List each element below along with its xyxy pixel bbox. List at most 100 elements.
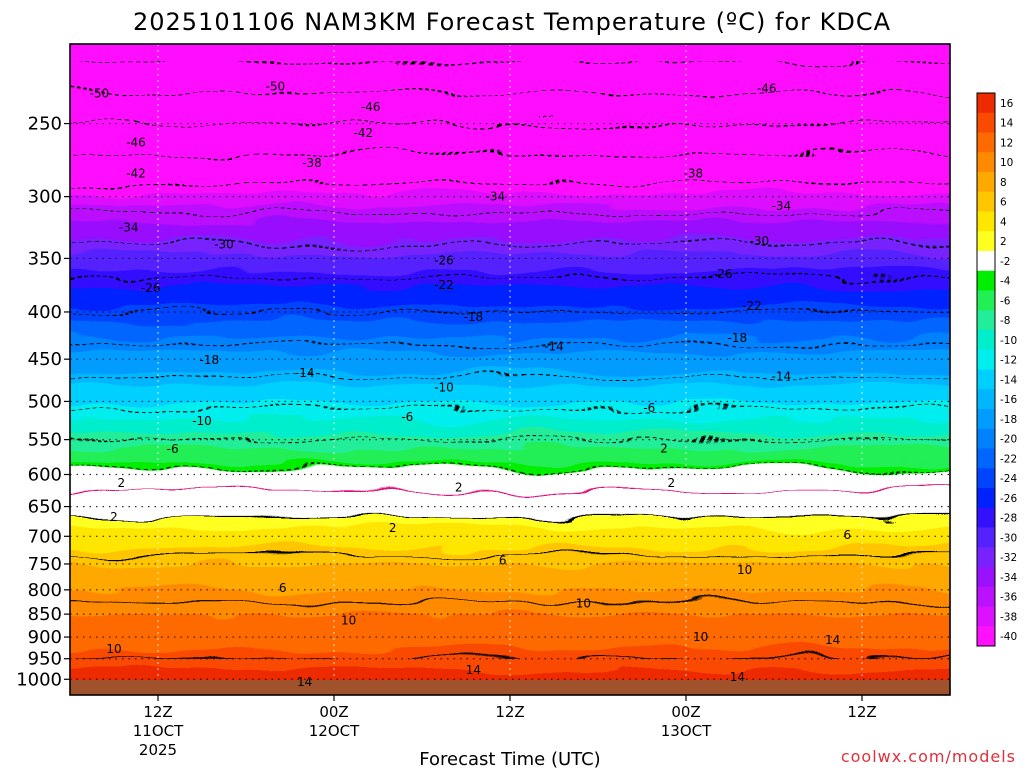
y-tick-label: 600 xyxy=(28,465,62,486)
isotherm-label: -46 xyxy=(361,100,381,114)
colorbar-swatch xyxy=(977,349,995,370)
colorbar-swatch xyxy=(977,488,995,509)
isotherm-label: -50 xyxy=(266,80,286,94)
y-tick-label: 500 xyxy=(28,391,62,412)
y-tick-label: 950 xyxy=(28,649,62,670)
grid-lines xyxy=(70,44,950,695)
colorbar-swatch xyxy=(977,93,995,114)
colorbar-swatch xyxy=(977,547,995,568)
isotherm-label: 14 xyxy=(825,633,840,647)
y-tick-label: 550 xyxy=(28,430,62,451)
colorbar-label: -22 xyxy=(1000,453,1017,465)
isotherm-labels: -50 -50 -46 -46 -46 -42 -42 -38 -38 -34 -34 -34 -30 -… xyxy=(90,80,852,689)
colorbar-swatch xyxy=(977,468,995,489)
isotherm-label: -34 xyxy=(486,190,506,204)
isotherm-label: 2 xyxy=(668,476,676,490)
y-tick-label: 900 xyxy=(28,627,62,648)
isotherm-label: 10 xyxy=(341,614,356,628)
colorbar-swatch xyxy=(977,290,995,311)
isotherm-label: 10 xyxy=(576,597,591,611)
colorbar-label: -36 xyxy=(1000,592,1017,604)
x-tick-label: 00Z xyxy=(671,703,700,721)
x-tick-date-label: 13OCT xyxy=(661,722,712,740)
colorbar-label: 6 xyxy=(1000,197,1007,209)
x-tick-label: 00Z xyxy=(319,703,348,721)
y-tick-label: 450 xyxy=(28,349,62,370)
y-tick-label: 350 xyxy=(28,248,62,269)
colorbar-label: -38 xyxy=(1000,611,1017,623)
isotherm-label: -50 xyxy=(90,87,110,101)
colorbar-label: -40 xyxy=(1000,631,1017,643)
colorbar-swatch xyxy=(977,231,995,252)
colorbar-swatch xyxy=(977,606,995,627)
colorbar-label: -16 xyxy=(1000,394,1017,406)
colorbar-label: 8 xyxy=(1000,177,1007,189)
isotherm-label: -34 xyxy=(772,199,792,213)
credit-link[interactable]: coolwx.com/models xyxy=(841,747,1016,766)
colorbar-label: -6 xyxy=(1000,295,1011,307)
isotherm-label: 14 xyxy=(730,670,745,684)
y-tick-label: 650 xyxy=(28,497,62,518)
isotherm-label: -6 xyxy=(401,410,413,424)
isotherm-label: -10 xyxy=(434,381,454,395)
colorbar-swatch xyxy=(977,369,995,390)
isotherm-label: -14 xyxy=(295,366,315,380)
y-tick-label: 700 xyxy=(28,526,62,547)
isotherm-label: -22 xyxy=(742,299,762,313)
isotherm-label: 2 xyxy=(455,481,463,495)
colorbar-swatch xyxy=(977,389,995,410)
isotherm-label: -46 xyxy=(126,135,146,149)
colorbar-label: 14 xyxy=(1000,118,1014,130)
isotherm-label: -34 xyxy=(119,220,139,234)
colorbar-label: 2 xyxy=(1000,236,1007,248)
isotherm-label: -46 xyxy=(757,81,777,95)
isotherm-label: 10 xyxy=(693,630,708,644)
x-tick-label: 12Z xyxy=(495,703,524,721)
colorbar-label: -10 xyxy=(1000,335,1017,347)
colorbar-swatch xyxy=(977,507,995,528)
isotherm-label: 10 xyxy=(106,642,121,656)
isotherm-label: -6 xyxy=(643,401,655,415)
x-tick-date-label: 12OCT xyxy=(309,722,360,740)
colorbar-swatch xyxy=(977,567,995,588)
colorbar-label: -12 xyxy=(1000,355,1017,367)
colorbar-swatch xyxy=(977,448,995,469)
isotherm-label: 14 xyxy=(297,675,312,689)
isotherm-label: -6 xyxy=(167,442,179,456)
x-tick-year-label: 2025 xyxy=(139,741,177,759)
colorbar-swatch xyxy=(977,211,995,232)
isotherm-label: 6 xyxy=(499,554,507,568)
y-tick-label: 400 xyxy=(28,302,62,323)
y-tick-label: 300 xyxy=(28,187,62,208)
y-tick-label: 1000 xyxy=(16,669,62,690)
isotherm-label: -18 xyxy=(728,331,748,345)
y-tick-label: 800 xyxy=(28,580,62,601)
colorbar-label: -34 xyxy=(1000,572,1017,584)
chart-title: 2025101106 NAM3KM Forecast Temperature (… xyxy=(133,8,891,36)
colorbar-swatch xyxy=(977,409,995,430)
colorbar-label: -26 xyxy=(1000,493,1017,505)
colorbar-label: -20 xyxy=(1000,434,1017,446)
colorbar-swatch xyxy=(977,527,995,548)
colorbar-swatch xyxy=(977,191,995,212)
colorbar-label: 12 xyxy=(1000,137,1013,149)
isotherm-label: 6 xyxy=(279,581,287,595)
colorbar-swatch xyxy=(977,152,995,173)
isotherm-label: -26 xyxy=(141,281,161,295)
isotherm-label: -18 xyxy=(200,353,220,367)
colorbar-label: 10 xyxy=(1000,157,1013,169)
isotherm-label: 10 xyxy=(737,563,752,577)
isotherm-label: -22 xyxy=(434,278,454,292)
isotherm-label: 2 xyxy=(389,521,397,535)
isotherm-label: -26 xyxy=(434,254,454,268)
isotherm-lines xyxy=(70,60,950,660)
x-tick-label: 12Z xyxy=(143,703,172,721)
isotherm-label: -42 xyxy=(354,126,374,140)
isotherm-label: 2 xyxy=(660,441,668,455)
isotherm-label: -10 xyxy=(192,414,212,428)
isotherm-label: 14 xyxy=(466,663,481,677)
isotherm-label: -38 xyxy=(302,156,322,170)
colorbar-label: -32 xyxy=(1000,552,1017,564)
colorbar-label: -4 xyxy=(1000,276,1011,288)
